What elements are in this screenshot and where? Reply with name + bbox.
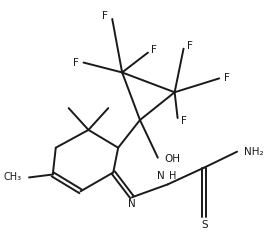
Text: N: N <box>157 171 165 181</box>
Text: OH: OH <box>165 154 181 164</box>
Text: F: F <box>151 45 157 55</box>
Text: CH₃: CH₃ <box>4 173 22 182</box>
Text: S: S <box>201 220 208 230</box>
Text: N: N <box>128 199 136 209</box>
Text: F: F <box>187 41 192 51</box>
Text: H: H <box>169 171 176 181</box>
Text: F: F <box>102 11 108 21</box>
Text: F: F <box>224 73 230 83</box>
Text: F: F <box>73 58 79 68</box>
Text: NH₂: NH₂ <box>244 147 264 157</box>
Text: F: F <box>181 116 187 126</box>
